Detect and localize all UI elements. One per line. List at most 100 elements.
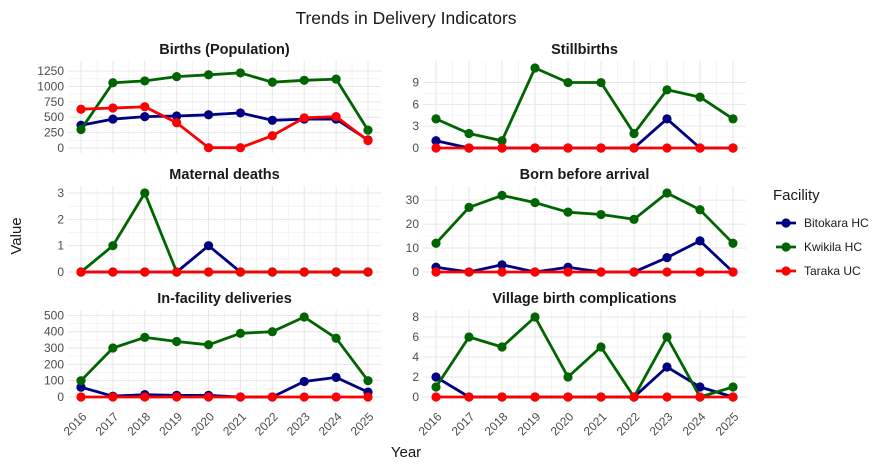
data-point-kwikila-hc xyxy=(108,343,118,353)
panel-stillbirths: 0 3 6 9 Stillbirths xyxy=(412,42,746,155)
legend-label: Taraka UC xyxy=(804,264,861,278)
data-point-kwikila-hc xyxy=(431,382,441,392)
x-tick-label: 2016 xyxy=(416,409,445,438)
data-point-taraka-uc xyxy=(728,267,738,277)
series-line-bitokara-hc xyxy=(80,111,369,142)
data-point-taraka-uc xyxy=(464,267,474,277)
data-point-taraka-uc xyxy=(596,392,606,402)
data-point-taraka-uc xyxy=(235,392,246,402)
data-point-taraka-uc xyxy=(299,267,309,277)
data-point-kwikila-hc xyxy=(695,92,705,102)
data-point-kwikila-hc xyxy=(172,336,182,347)
panel-maternal-deaths: 0 1 2 3 Maternal deaths xyxy=(57,167,381,279)
x-tick-label: 2024 xyxy=(316,409,345,438)
data-point-kwikila-hc xyxy=(464,128,474,139)
data-point-taraka-uc xyxy=(629,143,639,153)
y-tick-label: 1250 xyxy=(37,64,64,78)
x-tick-label: 2020 xyxy=(188,409,217,438)
data-point-taraka-uc xyxy=(267,131,277,141)
panel-title: Births (Population) xyxy=(159,42,290,58)
data-point-kwikila-hc xyxy=(530,63,540,73)
data-point-taraka-uc xyxy=(363,267,373,277)
data-point-kwikila-hc xyxy=(363,125,373,135)
panel-title: Village birth complications xyxy=(492,291,676,307)
legend-key-point xyxy=(781,242,791,252)
data-point-taraka-uc xyxy=(695,267,705,277)
data-point-kwikila-hc xyxy=(563,77,573,88)
y-tick-label: 0 xyxy=(412,265,419,279)
data-point-kwikila-hc xyxy=(203,340,214,350)
x-tick-label: 2017 xyxy=(449,409,478,438)
x-tick-label: 2023 xyxy=(284,409,313,438)
data-point-taraka-uc xyxy=(530,392,540,402)
y-tick-label: 200 xyxy=(44,357,64,371)
legend-label: Bitokara HC xyxy=(804,216,869,230)
panel-title: Stillbirths xyxy=(551,42,618,58)
data-point-kwikila-hc xyxy=(497,190,507,200)
y-tick-label: 4 xyxy=(412,350,419,364)
y-tick-label: 9 xyxy=(412,76,419,90)
series-line-kwikila-hc xyxy=(434,315,734,399)
legend-item-taraka-uc: Taraka UC xyxy=(776,264,861,278)
y-tick-label: 3 xyxy=(57,186,64,200)
data-point-taraka-uc xyxy=(530,267,540,277)
data-point-kwikila-hc xyxy=(596,342,606,352)
data-point-kwikila-hc xyxy=(596,77,606,88)
data-point-taraka-uc xyxy=(695,392,705,402)
y-tick-label: 20 xyxy=(406,217,420,231)
data-point-taraka-uc xyxy=(267,267,277,277)
y-tick-label: 300 xyxy=(44,341,64,355)
x-tick-label: 2025 xyxy=(713,409,742,438)
data-point-taraka-uc xyxy=(172,267,182,277)
data-point-kwikila-hc xyxy=(662,188,672,198)
data-point-kwikila-hc xyxy=(363,376,373,386)
data-point-taraka-uc xyxy=(563,267,573,277)
data-point-bitokara-hc xyxy=(235,108,246,118)
data-point-taraka-uc xyxy=(203,392,214,402)
data-point-bitokara-hc xyxy=(497,260,507,270)
data-point-bitokara-hc xyxy=(695,236,705,246)
y-tick-label: 8 xyxy=(412,310,419,324)
data-point-taraka-uc xyxy=(235,267,246,277)
data-point-taraka-uc xyxy=(431,392,441,402)
data-point-kwikila-hc xyxy=(431,238,441,248)
panel-title: Maternal deaths xyxy=(169,167,279,183)
legend-items: Bitokara HC Kwikila HC Taraka UC xyxy=(776,216,869,278)
data-point-kwikila-hc xyxy=(172,72,182,82)
data-point-kwikila-hc xyxy=(497,342,507,352)
data-point-taraka-uc xyxy=(363,136,373,146)
data-point-taraka-uc xyxy=(235,143,246,153)
data-point-taraka-uc xyxy=(464,143,474,153)
data-point-taraka-uc xyxy=(629,267,639,277)
data-point-kwikila-hc xyxy=(267,77,277,87)
x-tick-label: 2017 xyxy=(93,409,122,438)
x-tick-label: 2019 xyxy=(515,409,544,438)
series-line-bitokara-hc xyxy=(435,239,734,274)
data-point-taraka-uc xyxy=(108,267,118,277)
panel-village-birth-complications: 0 2 4 6 8 Village birth complications 2016 2017… xyxy=(412,291,746,438)
data-point-kwikila-hc xyxy=(331,333,341,343)
data-point-bitokara-hc xyxy=(140,112,150,122)
data-point-kwikila-hc xyxy=(497,136,507,146)
y-tick-label: 6 xyxy=(412,330,419,344)
x-tick-label: 2019 xyxy=(156,409,185,438)
data-point-kwikila-hc xyxy=(140,188,150,198)
data-point-taraka-uc xyxy=(464,392,474,402)
legend-item-bitokara-hc: Bitokara HC xyxy=(776,216,869,230)
x-tick-label: 2022 xyxy=(252,409,281,438)
data-point-taraka-uc xyxy=(108,392,118,402)
x-tick-label: 2020 xyxy=(548,409,577,438)
data-point-taraka-uc xyxy=(172,392,182,402)
y-axis-title: Value xyxy=(8,217,25,254)
data-point-taraka-uc xyxy=(596,267,606,277)
data-point-bitokara-hc xyxy=(108,114,118,124)
chart-title: Trends in Delivery Indicators xyxy=(295,8,516,28)
data-point-taraka-uc xyxy=(596,143,606,153)
data-point-taraka-uc xyxy=(203,143,214,153)
data-point-kwikila-hc xyxy=(563,372,573,382)
data-point-kwikila-hc xyxy=(235,328,246,338)
data-point-kwikila-hc xyxy=(629,214,639,224)
series-line-kwikila-hc xyxy=(79,71,370,131)
